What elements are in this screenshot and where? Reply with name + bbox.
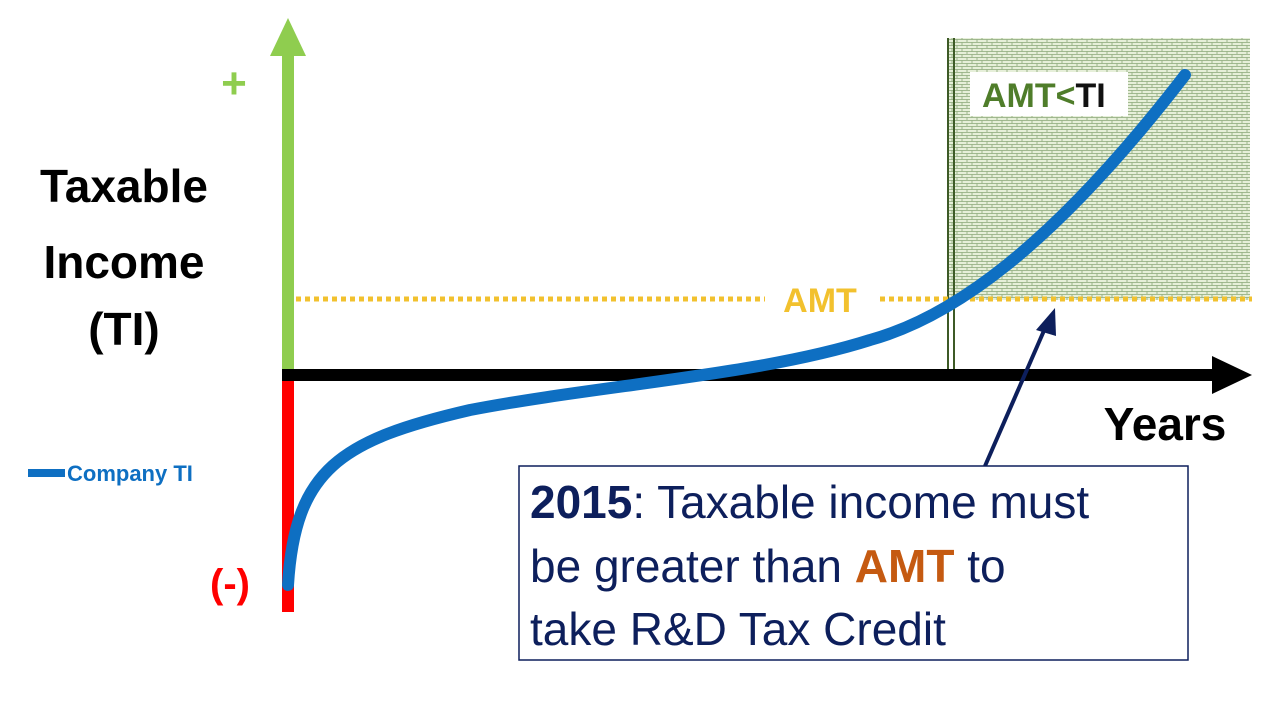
- x-axis-arrowhead: [1212, 356, 1252, 394]
- y-label: Income: [43, 236, 204, 288]
- callout-text: : Taxable income must: [632, 476, 1089, 528]
- callout-year: 2015: [530, 476, 632, 528]
- amt-label: AMT: [783, 282, 857, 320]
- y-axis-arrowhead: [270, 18, 306, 56]
- callout-amt: AMT: [855, 540, 955, 592]
- region-label: AMT<TI: [982, 77, 1106, 115]
- callout-arrow: [983, 325, 1048, 467]
- callout-text: take R&D Tax Credit: [530, 603, 946, 655]
- region-label-part: TI: [1076, 77, 1106, 115]
- y-label: Taxable: [40, 160, 208, 212]
- x-label: Years: [1104, 398, 1227, 450]
- callout-box: [518, 465, 1189, 661]
- callout-line: be greater than AMT to: [530, 540, 1006, 592]
- company-ti-curve: [282, 69, 1191, 591]
- callout-text: to: [954, 540, 1005, 592]
- y-minus: (-): [210, 562, 250, 606]
- callout-text: be greater than: [530, 540, 855, 592]
- region-label-part: AMT<: [982, 77, 1076, 115]
- y-plus: +: [221, 59, 247, 108]
- callout-line: 2015: Taxable income must: [530, 476, 1089, 528]
- callout-arrowhead: [1036, 308, 1056, 336]
- y-label: (TI): [88, 303, 160, 355]
- legend-label: Company TI: [67, 461, 193, 486]
- callout-line: take R&D Tax Credit: [530, 603, 946, 655]
- region-label-box: [970, 72, 1128, 116]
